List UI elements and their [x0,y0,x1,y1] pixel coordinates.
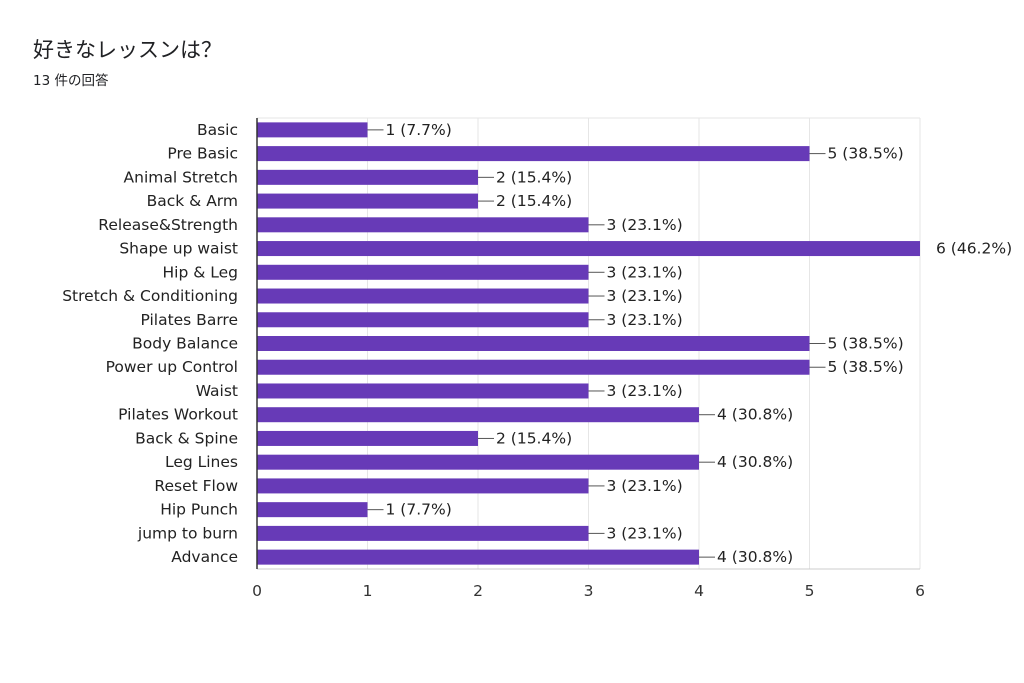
response-count: 13 件の回答 [33,73,109,89]
x-tick-label: 4 [694,582,704,600]
category-label: Hip Punch [160,501,238,519]
data-label: 3 (23.1%) [607,311,683,329]
x-tick-label: 2 [473,582,483,600]
category-label: Release&Strength [98,216,238,234]
data-label: 4 (30.8%) [717,548,793,566]
category-label: Stretch & Conditioning [62,287,238,305]
bar-2[interactable] [257,169,478,185]
data-label: 5 (38.5%) [828,145,904,163]
category-label: Reset Flow [154,477,238,495]
bar-6[interactable] [257,264,589,280]
data-label: 2 (15.4%) [496,192,572,210]
category-label: Animal Stretch [124,168,238,186]
x-tick-label: 1 [363,582,373,600]
bar-7[interactable] [257,288,589,304]
data-label: 6 (46.2%) [936,240,1012,258]
data-label: 3 (23.1%) [607,477,683,495]
category-label: Leg Lines [165,453,238,471]
category-label: Basic [197,121,238,139]
bar-3[interactable] [257,193,478,209]
bar-13[interactable] [257,430,478,446]
x-tick-label: 6 [915,582,925,600]
data-label: 3 (23.1%) [607,524,683,542]
data-label: 4 (30.8%) [717,406,793,424]
data-label: 1 (7.7%) [386,121,452,139]
category-label: Pilates Barre [140,311,238,329]
bar-15[interactable] [257,478,589,494]
category-label: Hip & Leg [163,263,238,281]
category-label: Pilates Workout [118,406,238,424]
bar-8[interactable] [257,312,589,328]
category-label: Body Balance [132,335,238,353]
data-label: 2 (15.4%) [496,429,572,447]
bar-17[interactable] [257,525,589,541]
category-label: Back & Arm [147,192,238,210]
data-label: 4 (30.8%) [717,453,793,471]
x-tick-label: 3 [584,582,594,600]
bar-18[interactable] [257,549,699,565]
bar-0[interactable] [257,122,368,138]
bar-4[interactable] [257,217,589,233]
data-label: 3 (23.1%) [607,216,683,234]
category-label: Advance [171,548,238,566]
data-label: 5 (38.5%) [828,358,904,376]
data-label: 2 (15.4%) [496,168,572,186]
bar-11[interactable] [257,383,589,399]
category-label: Pre Basic [167,145,238,163]
data-label: 3 (23.1%) [607,263,683,281]
data-label: 1 (7.7%) [386,501,452,519]
bar-12[interactable] [257,407,699,423]
data-label: 3 (23.1%) [607,287,683,305]
category-label: jump to burn [137,524,238,542]
x-tick-label: 5 [805,582,815,600]
data-label: 3 (23.1%) [607,382,683,400]
bar-9[interactable] [257,336,810,351]
bar-1[interactable] [257,146,810,162]
bar-5[interactable] [257,241,920,257]
bar-14[interactable] [257,454,699,470]
bar-16[interactable] [257,502,368,518]
page-title: 好きなレッスンは？ [33,38,222,62]
category-label: Power up Control [106,358,238,376]
category-label: Waist [196,382,238,400]
bar-10[interactable] [257,359,810,375]
category-label: Shape up waist [119,240,238,258]
category-label: Back & Spine [135,429,238,447]
data-label: 5 (38.5%) [828,335,904,353]
x-tick-label: 0 [252,582,262,600]
